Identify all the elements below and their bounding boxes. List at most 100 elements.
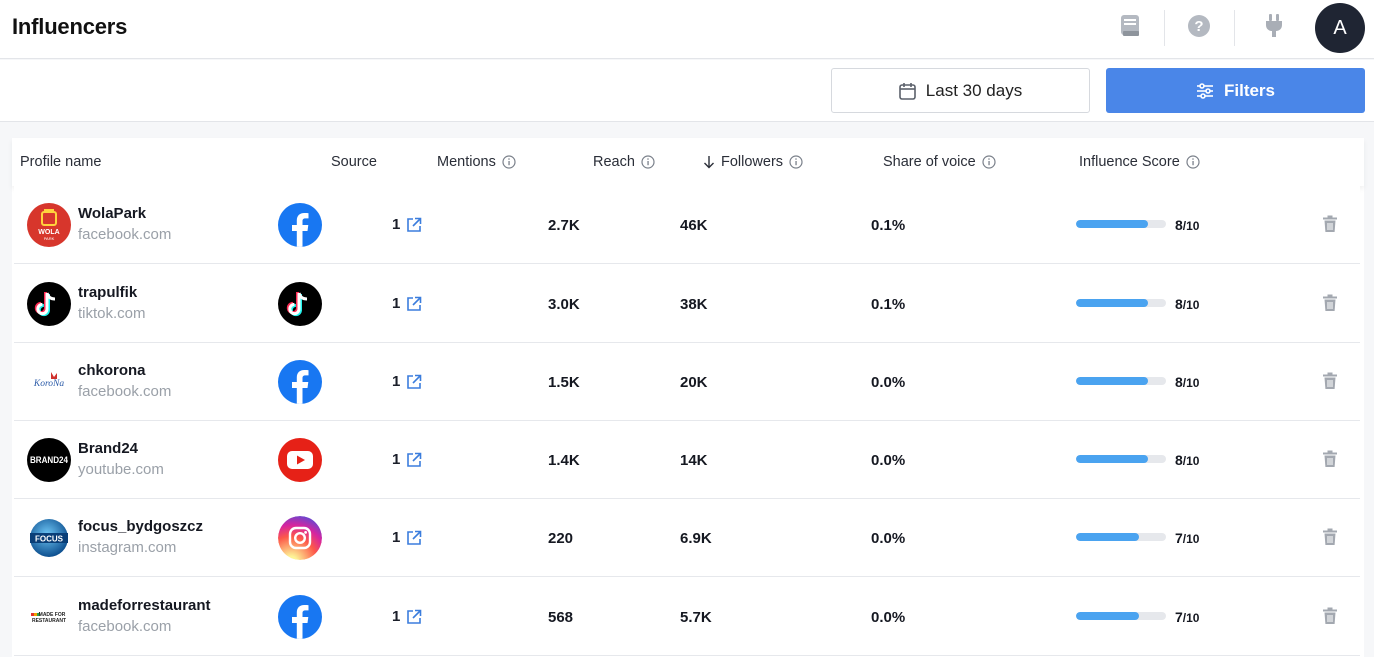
profile-name[interactable]: focus_bydgoszcz (78, 518, 204, 535)
followers-value: 46K (680, 217, 708, 234)
column-header-influence-score[interactable]: Influence Score (1079, 154, 1200, 170)
date-range-button[interactable]: Last 30 days (831, 68, 1090, 113)
table-row[interactable]: BRAND24 Brand24 youtube.com 1 1.4K 14K 0… (14, 421, 1360, 499)
trash-icon[interactable] (1322, 215, 1338, 233)
influence-score-fill (1076, 533, 1139, 541)
sliders-icon (1196, 82, 1213, 99)
column-header-followers[interactable]: Followers (703, 154, 803, 170)
influence-score-fill (1076, 377, 1148, 385)
top-header: Influencers ? A (0, 0, 1374, 59)
svg-text:BRAND24: BRAND24 (30, 455, 68, 465)
table-row[interactable]: WOLA PARK WolaPark facebook.com 1 2.7K 46… (14, 186, 1360, 264)
mentions-cell[interactable]: 1 (392, 451, 422, 468)
avatar[interactable]: WOLA PARK (27, 203, 71, 247)
followers-value: 5.7K (680, 609, 712, 626)
column-header-mentions[interactable]: Mentions (437, 154, 516, 170)
header-divider (1234, 10, 1235, 46)
influence-score-value: 8/10 (1175, 452, 1200, 468)
info-icon[interactable] (502, 155, 516, 169)
profile-domain: tiktok.com (78, 305, 146, 322)
trash-icon[interactable] (1322, 372, 1338, 390)
date-range-label: Last 30 days (925, 80, 1023, 100)
table-row[interactable]: MADE FOR RESTAURANT madeforrestaurant fac… (14, 578, 1360, 656)
toolbar: Last 30 days Filters (0, 60, 1374, 122)
followers-value: 38K (680, 296, 708, 313)
trash-icon[interactable] (1322, 607, 1338, 625)
profile-name[interactable]: WolaPark (78, 205, 147, 222)
help-icon[interactable]: ? (1186, 13, 1212, 39)
calendar-icon (898, 82, 916, 100)
svg-text:FOCUS: FOCUS (35, 535, 64, 544)
external-link-icon[interactable] (406, 374, 422, 390)
external-link-icon[interactable] (406, 296, 422, 312)
facebook-icon (278, 360, 322, 404)
mentions-cell[interactable]: 1 (392, 216, 422, 233)
reach-value: 568 (548, 609, 574, 626)
mentions-count: 1 (392, 529, 401, 546)
table-row[interactable]: trapulfik tiktok.com 1 3.0K 38K 0.1% 8/1… (14, 265, 1360, 343)
mentions-count: 1 (392, 216, 401, 233)
reach-value: 2.7K (548, 217, 580, 234)
profile-name[interactable]: Brand24 (78, 440, 139, 457)
reach-value: 1.5K (548, 374, 580, 391)
avatar[interactable]: KoroNa (27, 360, 71, 404)
profile-domain: instagram.com (78, 539, 177, 556)
table-header: Profile name Source Mentions Reach Follo… (12, 138, 1364, 186)
external-link-icon[interactable] (406, 530, 422, 546)
trash-icon[interactable] (1322, 294, 1338, 312)
facebook-icon (278, 203, 322, 247)
mentions-cell[interactable]: 1 (392, 608, 422, 625)
followers-value: 6.9K (680, 530, 712, 547)
column-header-share-of-voice[interactable]: Share of voice (883, 154, 996, 170)
external-link-icon[interactable] (406, 609, 422, 625)
influence-score-bar (1076, 220, 1166, 228)
influence-score-fill (1076, 455, 1148, 463)
influence-score-value: 7/10 (1175, 609, 1200, 625)
avatar[interactable]: FOCUS (27, 516, 71, 560)
table-row[interactable]: FOCUS focus_bydgoszcz instagram.com 1 22… (14, 499, 1360, 577)
mentions-cell[interactable]: 1 (392, 373, 422, 390)
influence-score-fill (1076, 612, 1139, 620)
profile-domain: youtube.com (78, 461, 164, 478)
share-of-voice-value: 0.0% (871, 609, 906, 626)
filters-button[interactable]: Filters (1106, 68, 1365, 113)
book-icon[interactable] (1117, 13, 1143, 39)
influence-score-bar (1076, 377, 1166, 385)
mentions-cell[interactable]: 1 (392, 529, 422, 546)
user-avatar[interactable]: A (1315, 3, 1365, 53)
influence-score-fill (1076, 299, 1148, 307)
mentions-count: 1 (392, 295, 401, 312)
column-header-source[interactable]: Source (331, 154, 377, 170)
svg-text:KoroNa: KoroNa (33, 379, 65, 389)
table-row[interactable]: KoroNa chkorona facebook.com 1 1.5K 20K … (14, 343, 1360, 421)
share-of-voice-value: 0.0% (871, 530, 906, 547)
external-link-icon[interactable] (406, 452, 422, 468)
external-link-icon[interactable] (406, 217, 422, 233)
trash-icon[interactable] (1322, 528, 1338, 546)
column-header-reach[interactable]: Reach (593, 154, 655, 170)
tiktok-icon (278, 282, 322, 326)
reach-value: 220 (548, 530, 574, 547)
share-of-voice-value: 0.0% (871, 374, 906, 391)
info-icon[interactable] (789, 155, 803, 169)
avatar[interactable]: BRAND24 (27, 438, 71, 482)
profile-name[interactable]: chkorona (78, 362, 146, 379)
share-of-voice-value: 0.1% (871, 296, 906, 313)
influence-score-fill (1076, 220, 1148, 228)
mentions-cell[interactable]: 1 (392, 295, 422, 312)
profile-name[interactable]: trapulfik (78, 284, 138, 301)
profile-name[interactable]: madeforrestaurant (78, 597, 211, 614)
avatar[interactable]: MADE FOR RESTAURANT (27, 595, 71, 639)
info-icon[interactable] (641, 155, 655, 169)
plug-icon[interactable] (1261, 13, 1287, 39)
trash-icon[interactable] (1322, 450, 1338, 468)
column-header-profile[interactable]: Profile name (20, 154, 102, 170)
facebook-icon (278, 595, 322, 639)
reach-value: 1.4K (548, 452, 580, 469)
influencers-table: Profile name Source Mentions Reach Follo… (12, 138, 1364, 657)
svg-text:MADE FOR: MADE FOR (39, 612, 66, 618)
info-icon[interactable] (982, 155, 996, 169)
influence-score-value: 8/10 (1175, 217, 1200, 233)
info-icon[interactable] (1186, 155, 1200, 169)
avatar[interactable] (27, 282, 71, 326)
